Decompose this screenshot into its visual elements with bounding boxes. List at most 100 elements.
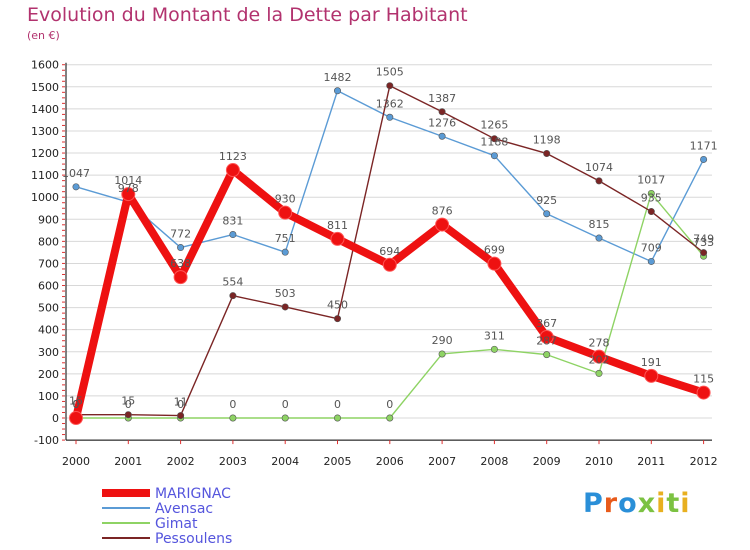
data-point [647, 257, 655, 265]
data-label: 638 [170, 257, 191, 270]
y-tick-label: 400 [38, 324, 59, 337]
data-point [543, 149, 551, 157]
data-label: 1074 [585, 161, 613, 174]
logo-letter: r [603, 488, 619, 519]
data-point [177, 412, 185, 420]
data-point [647, 208, 655, 216]
y-tick-label: 800 [38, 235, 59, 248]
data-point [700, 155, 708, 163]
x-tick-label: 2012 [690, 455, 718, 468]
series-line-marignac [72, 166, 708, 422]
data-label: 15 [69, 395, 83, 408]
x-tick-label: 2006 [376, 455, 404, 468]
data-label: 699 [484, 244, 505, 257]
data-point [281, 248, 289, 256]
y-tick-label: 1600 [31, 59, 59, 72]
data-point [333, 414, 341, 422]
data-point [490, 345, 498, 353]
logo-letter: t [666, 488, 681, 519]
data-label: 0 [282, 398, 289, 411]
x-tick-label: 2000 [62, 455, 90, 468]
data-label: 11 [174, 396, 188, 409]
y-tick-label: 700 [38, 257, 59, 270]
data-label: 278 [589, 337, 610, 350]
data-label: 1017 [637, 173, 665, 186]
axis-layer: -100010020030040050060070080090010001100… [31, 59, 718, 468]
x-tick-label: 2008 [480, 455, 508, 468]
data-label: 0 [125, 398, 132, 411]
logo-letter: P [583, 488, 604, 519]
proxiti-logo: Proxiti [583, 488, 691, 519]
data-point [487, 256, 502, 271]
chart-title: Evolution du Montant de la Dette par Hab… [27, 4, 468, 26]
data-label: 367 [536, 317, 557, 330]
y-tick-label: 200 [38, 368, 59, 381]
data-point [330, 231, 345, 246]
data-point [438, 108, 446, 116]
data-point [177, 244, 185, 252]
y-tick-label: 1400 [31, 103, 59, 116]
data-label: 290 [432, 334, 453, 347]
data-label: 978 [118, 182, 139, 195]
legend-label: Pessoulens [155, 531, 232, 547]
logo-letter: x [637, 488, 657, 519]
chart-unit-label: (en €) [27, 29, 60, 42]
y-tick-label: 500 [38, 302, 59, 315]
data-point [592, 349, 606, 364]
data-point [229, 231, 237, 239]
data-point [124, 411, 132, 419]
y-tick-label: 900 [38, 213, 59, 226]
data-label: 831 [222, 215, 243, 228]
y-tick-label: 1300 [31, 125, 59, 138]
data-point [281, 303, 289, 311]
data-point [696, 385, 711, 400]
x-tick-label: 2004 [271, 455, 299, 468]
data-label: 811 [327, 219, 348, 232]
data-label: 925 [536, 194, 557, 207]
data-label: 709 [641, 241, 662, 254]
data-point [72, 183, 80, 191]
data-point [333, 315, 341, 323]
y-tick-label: 1100 [31, 169, 59, 182]
data-label: 0 [334, 398, 341, 411]
data-label: 0 [73, 398, 80, 411]
data-label: 1188 [480, 136, 508, 149]
data-label: 876 [432, 205, 453, 218]
data-point [490, 135, 498, 143]
data-label: 311 [484, 329, 505, 342]
data-point [121, 187, 136, 202]
data-label: 0 [386, 398, 393, 411]
data-point [595, 234, 603, 242]
data-label: 1265 [480, 119, 508, 132]
y-tick-label: 600 [38, 280, 59, 293]
data-point [595, 369, 603, 377]
data-point [595, 177, 603, 185]
data-point [386, 113, 394, 121]
data-label: 115 [693, 373, 714, 386]
y-tick-label: 1000 [31, 191, 59, 204]
data-point [438, 350, 446, 358]
data-label: 503 [275, 287, 296, 300]
data-point [647, 189, 655, 197]
x-tick-label: 2009 [533, 455, 561, 468]
y-tick-label: -100 [34, 434, 59, 447]
x-tick-label: 2011 [637, 455, 665, 468]
data-point [539, 329, 554, 344]
legend-label: MARIGNAC [155, 486, 231, 502]
y-tick-label: 1500 [31, 81, 59, 94]
data-point [333, 87, 341, 95]
x-tick-label: 2002 [167, 455, 195, 468]
data-label: 694 [379, 245, 400, 258]
data-label: 1014 [114, 174, 142, 187]
series-layer [69, 82, 711, 425]
x-tick-label: 2007 [428, 455, 456, 468]
data-label: 1362 [376, 97, 404, 110]
data-point [173, 270, 188, 285]
logo-letter: o [618, 488, 638, 519]
data-label: 751 [275, 232, 296, 245]
x-tick-label: 2005 [324, 455, 352, 468]
data-label: 554 [222, 276, 243, 289]
data-point [229, 292, 237, 300]
